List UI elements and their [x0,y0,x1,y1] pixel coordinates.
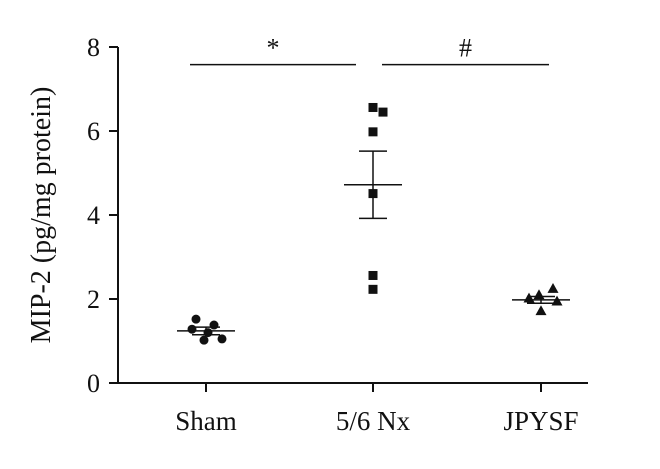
data-point-circle [191,314,201,324]
data-points [187,102,563,345]
data-point-circle [209,320,219,330]
data-point-square [368,102,378,112]
y-tick-label: 0 [87,369,100,398]
significance-marker: # [459,34,472,63]
axes: 0 2 4 6 8 Sham 5/6 Nx JPYSF [87,33,588,436]
data-point-circle [199,335,209,345]
data-point-triangle [547,283,559,293]
y-tick-label: 6 [87,117,100,146]
y-axis-label: MIP-2 (pg/mg protein) [26,87,57,344]
data-point-circle [217,334,227,344]
mean-sem-bars [177,150,570,336]
data-point-triangle [533,289,545,300]
x-tick-label: JPYSF [503,406,578,436]
data-point-square [368,127,378,137]
y-tick-label: 2 [87,285,100,314]
data-point-circle [187,324,197,334]
data-point-triangle [523,292,535,303]
y-tick-label: 4 [87,201,100,230]
data-point-square [378,107,388,117]
significance-marker: * [267,34,280,63]
x-tick-label: Sham [175,406,237,436]
y-tick-label: 8 [87,33,100,62]
x-tick-label: 5/6 Nx [336,406,411,436]
data-point-square [368,284,378,294]
significance-annotations: * # [190,34,549,66]
data-point-triangle [535,305,547,316]
data-point-square [368,270,378,280]
